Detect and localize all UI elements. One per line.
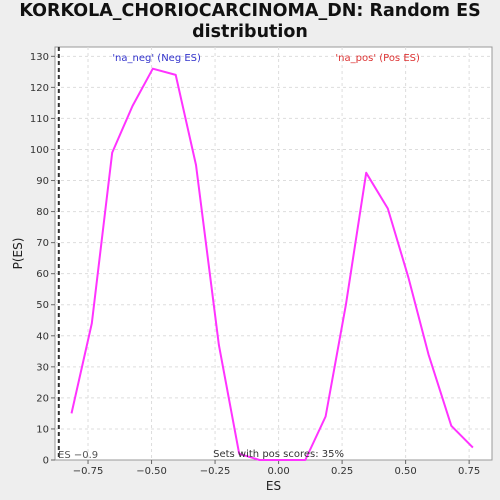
y-tick-label: 130 bbox=[30, 52, 49, 63]
y-tick-label: 40 bbox=[36, 331, 49, 342]
grid-lines bbox=[55, 47, 492, 460]
x-tick-label: −0.75 bbox=[73, 466, 104, 477]
neg-es-annotation: 'na_neg' (Neg ES) bbox=[112, 53, 201, 64]
y-tick-label: 60 bbox=[36, 269, 49, 280]
y-tick-label: 80 bbox=[36, 207, 49, 218]
es-distribution-line bbox=[70, 67, 474, 461]
x-tick-label: 0.00 bbox=[267, 466, 289, 477]
y-tick-label: 30 bbox=[36, 362, 49, 373]
y-tick-label: 20 bbox=[36, 393, 49, 404]
pos-es-annotation: 'na_pos' (Pos ES) bbox=[335, 53, 420, 64]
axis-ticks: 0 10 20 30 40 50 60 70 80 90 100 110 120 130 −0.75 −0.5… bbox=[30, 52, 480, 477]
y-tick-label: 110 bbox=[30, 114, 49, 125]
y-tick-label: 10 bbox=[36, 424, 49, 435]
y-tick-label: 100 bbox=[30, 145, 49, 156]
es-value-annotation: ES −0.9 bbox=[58, 450, 98, 461]
x-tick-label: −0.50 bbox=[136, 466, 167, 477]
y-tick-label: 50 bbox=[36, 300, 49, 311]
y-tick-label: 90 bbox=[36, 176, 49, 187]
sets-pos-scores-annotation: Sets with pos scores: 35% bbox=[213, 449, 344, 460]
x-tick-label: −0.25 bbox=[200, 466, 231, 477]
x-tick-label: 0.75 bbox=[458, 466, 480, 477]
chart-title-line-1: KORKOLA_CHORIOCARCINOMA_DN: Random ES bbox=[19, 1, 481, 21]
x-tick-label: 0.25 bbox=[331, 466, 353, 477]
y-tick-label: 0 bbox=[43, 456, 49, 467]
x-tick-label: 0.50 bbox=[394, 466, 416, 477]
x-axis-label: ES bbox=[266, 479, 281, 493]
series-group bbox=[70, 67, 474, 461]
y-axis-label: P(ES) bbox=[11, 238, 25, 270]
y-tick-label: 70 bbox=[36, 238, 49, 249]
chart-title: KORKOLA_CHORIOCARCINOMA_DN: Random ES di… bbox=[0, 1, 500, 43]
chart-title-line-2: distribution bbox=[192, 22, 308, 42]
y-tick-label: 120 bbox=[30, 83, 49, 94]
